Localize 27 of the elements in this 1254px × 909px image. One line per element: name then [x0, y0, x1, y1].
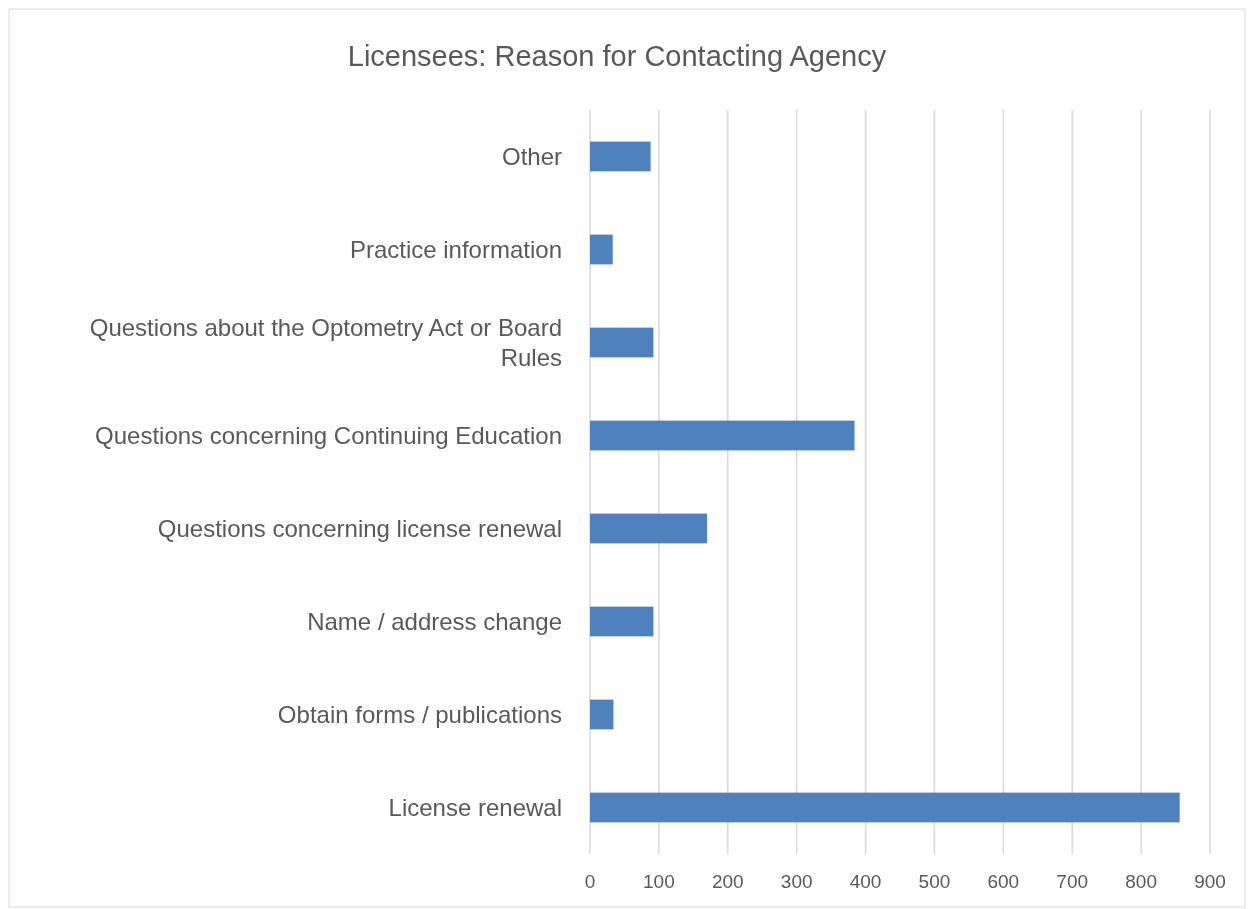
bar [590, 141, 651, 172]
x-tick-label: 800 [1125, 871, 1157, 892]
x-tick-label: 500 [918, 871, 951, 892]
x-tick-label: 400 [849, 871, 882, 892]
y-tick-label: Questions concerning license renewal [157, 514, 562, 542]
bar [590, 327, 654, 358]
y-tick-label: Questions about the Optometry Act or Board Rules [89, 313, 562, 371]
y-tick-label: Questions concerning Continuing Education [95, 421, 562, 449]
x-tick-label: 300 [780, 871, 813, 892]
y-tick-label: License renewal [388, 793, 562, 821]
y-tick-label: Name / address change [307, 607, 562, 635]
bar [590, 420, 855, 451]
y-tick-label: Obtain forms / publications [277, 700, 562, 728]
x-tick-label: 900 [1194, 871, 1226, 892]
y-tick-label: Other [501, 142, 562, 170]
bar [590, 792, 1180, 823]
x-tick-label: 700 [1056, 871, 1089, 892]
bar [590, 234, 613, 265]
bar [590, 606, 654, 637]
y-tick-label: Practice information [349, 235, 562, 263]
bar [590, 699, 614, 730]
x-tick-label: 200 [711, 871, 744, 892]
chart-title: Licensees: Reason for Contacting Agency [347, 40, 887, 72]
bar [590, 513, 708, 544]
x-tick-label: 600 [987, 871, 1020, 892]
x-tick-label: 0 [584, 871, 596, 892]
x-tick-label: 100 [643, 871, 675, 892]
